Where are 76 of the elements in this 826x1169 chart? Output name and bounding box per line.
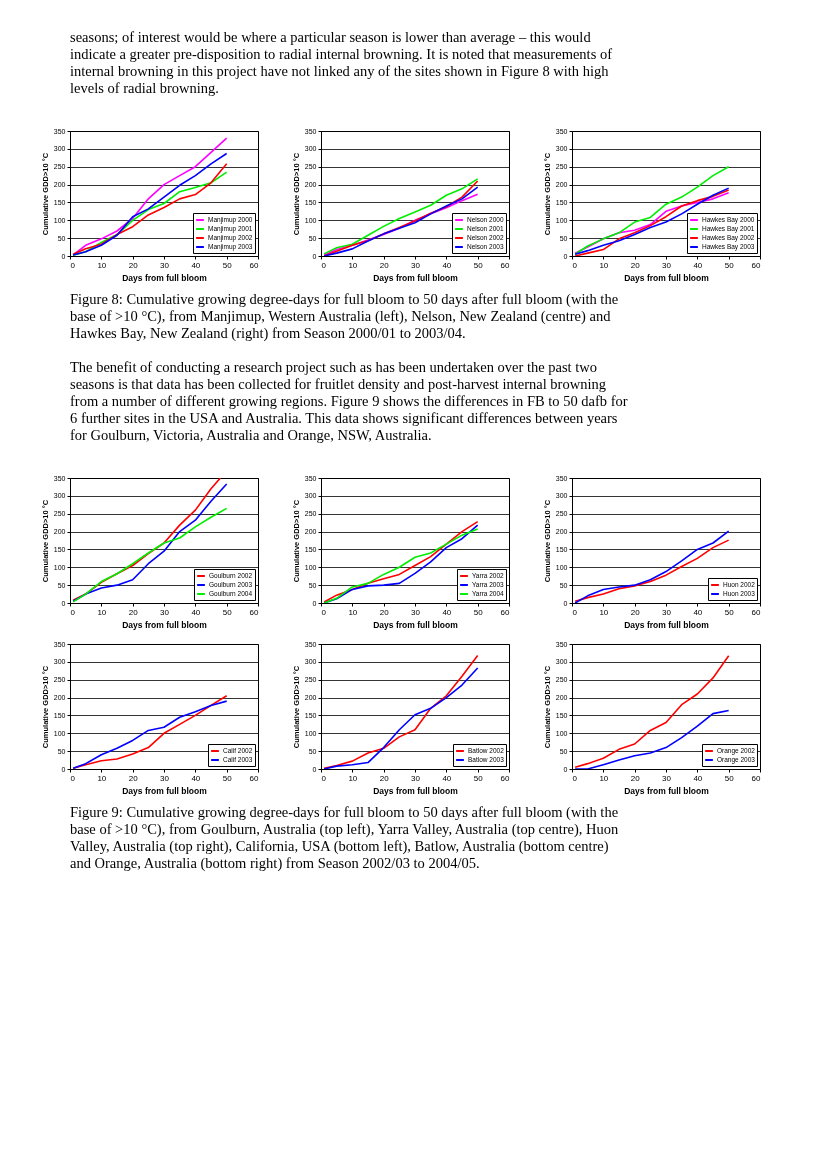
x-tick-label: 30 [662,260,672,270]
x-tick-label: 40 [442,607,452,617]
x-tick-label: 50 [222,773,233,783]
x-tick-label: 60 [249,607,260,617]
x-tick-label: 10 [599,773,609,783]
x-axis-title: Days from full bloom [373,785,459,796]
text: seasons; of interest would be where a particular season is lower than average – this would indicate a greater pre-disposition to radial internal browning. It is noted that measurements of internal browning in this project have not linked any of the sites shown in Figure 8 with high levels of radial browning. [70,29,613,96]
x-tick-label: 10 [97,773,107,783]
x-tick-label: 10 [599,607,609,617]
x-tick-label: 60 [500,260,511,270]
x-tick-label: 40 [442,260,452,270]
x-tick-label: 40 [442,773,452,783]
x-tick-label: 50 [222,260,233,270]
x-tick-label: 20 [630,773,641,783]
x-tick-label: 10 [348,773,358,783]
x-tick-label: 20 [630,260,641,270]
x-tick-label: 0 [70,607,76,617]
x-tick-label: 10 [97,607,107,617]
x-tick-label: 60 [249,260,260,270]
x-tick-label: 60 [500,773,511,783]
x-axis-title: Days from full bloom [624,619,710,630]
x-axis-title: Days from full bloom [624,785,710,796]
x-tick-label: 50 [724,607,735,617]
x-tick-label: 20 [128,260,139,270]
x-tick-label: 20 [379,260,390,270]
x-tick-label: 20 [128,607,139,617]
x-axis-title: Days from full bloom [373,619,459,630]
x-tick-label: 30 [411,260,421,270]
x-tick-label: 40 [693,773,703,783]
x-tick-label: 20 [128,773,139,783]
x-tick-label: 60 [751,607,762,617]
x-axis-title: Days from full bloom [122,785,208,796]
x-tick-label: 10 [97,260,107,270]
x-tick-label: 30 [662,773,672,783]
x-tick-label: 20 [630,607,641,617]
x-tick-label: 40 [693,260,703,270]
x-axis-title: Days from full bloom [624,272,710,283]
x-axis-title: Days from full bloom [122,619,208,630]
x-tick-label: 60 [751,260,762,270]
x-tick-label: 30 [160,607,170,617]
x-tick-label: 30 [411,773,421,783]
x-tick-label: 0 [321,607,327,617]
x-tick-label: 10 [599,260,609,270]
x-tick-label: 50 [724,260,735,270]
x-axis-title: Days from full bloom [373,272,459,283]
x-tick-label: 60 [249,773,260,783]
x-tick-label: 60 [751,773,762,783]
x-tick-label: 50 [473,773,484,783]
x-tick-label: 40 [191,260,201,270]
x-tick-label: 0 [70,773,76,783]
x-tick-label: 0 [321,260,327,270]
x-tick-label: 30 [662,607,672,617]
caption: Figure 9: Cumulative growing degree-days for full bloom to 50 days after full bloom (with the base of >10 °C), from Goulburn, Australia (top left), Yarra Valley, Australia (top centre), Huon Valley, Australia (top right), California, USA (bottom left), Batlow, Australia (bottom centre) and Orange, Australia (bottom right) from Season 2002/03 to 2004/05. [70,804,620,872]
x-tick-label: 50 [473,607,484,617]
x-tick-label: 0 [572,607,578,617]
x-tick-label: 30 [160,260,170,270]
x-tick-label: 50 [222,607,233,617]
x-tick-label: 0 [321,773,327,783]
x-tick-label: 0 [572,260,578,270]
x-tick-label: 0 [70,260,76,270]
text: The benefit of conducting a research project such as has been undertaken over the past two seasons is that data has been collected for fruitlet density and post-harvest internal browning from a number of different growing regions. Figure 9 shows the differences in FB to 50 dafb for 6 further sites in the USA and Australia. This data shows significant differences between years for Goulburn, Victoria, Australia and Orange, NSW, Australia. [70,359,628,443]
x-tick-label: 10 [348,607,358,617]
x-tick-label: 60 [500,607,511,617]
x-tick-label: 30 [411,607,421,617]
x-tick-label: 0 [572,773,578,783]
caption: Figure 8: Cumulative growing degree-days for full bloom to 50 days after full bloom (with the base of >10 °C), from Manjimup, Western Australia (left), Nelson, New Zealand (centre) and Hawkes Bay, New Zealand (right) from Season 2000/01 to 2003/04. [70,291,619,342]
x-tick-label: 40 [191,773,201,783]
x-tick-label: 20 [379,773,390,783]
x-tick-label: 50 [724,773,735,783]
x-tick-label: 20 [379,607,390,617]
x-axis-title: Days from full bloom [122,272,208,283]
x-tick-label: 40 [693,607,703,617]
x-tick-label: 40 [191,607,201,617]
x-tick-label: 50 [473,260,484,270]
x-tick-label: 10 [348,260,358,270]
x-tick-label: 30 [160,773,170,783]
